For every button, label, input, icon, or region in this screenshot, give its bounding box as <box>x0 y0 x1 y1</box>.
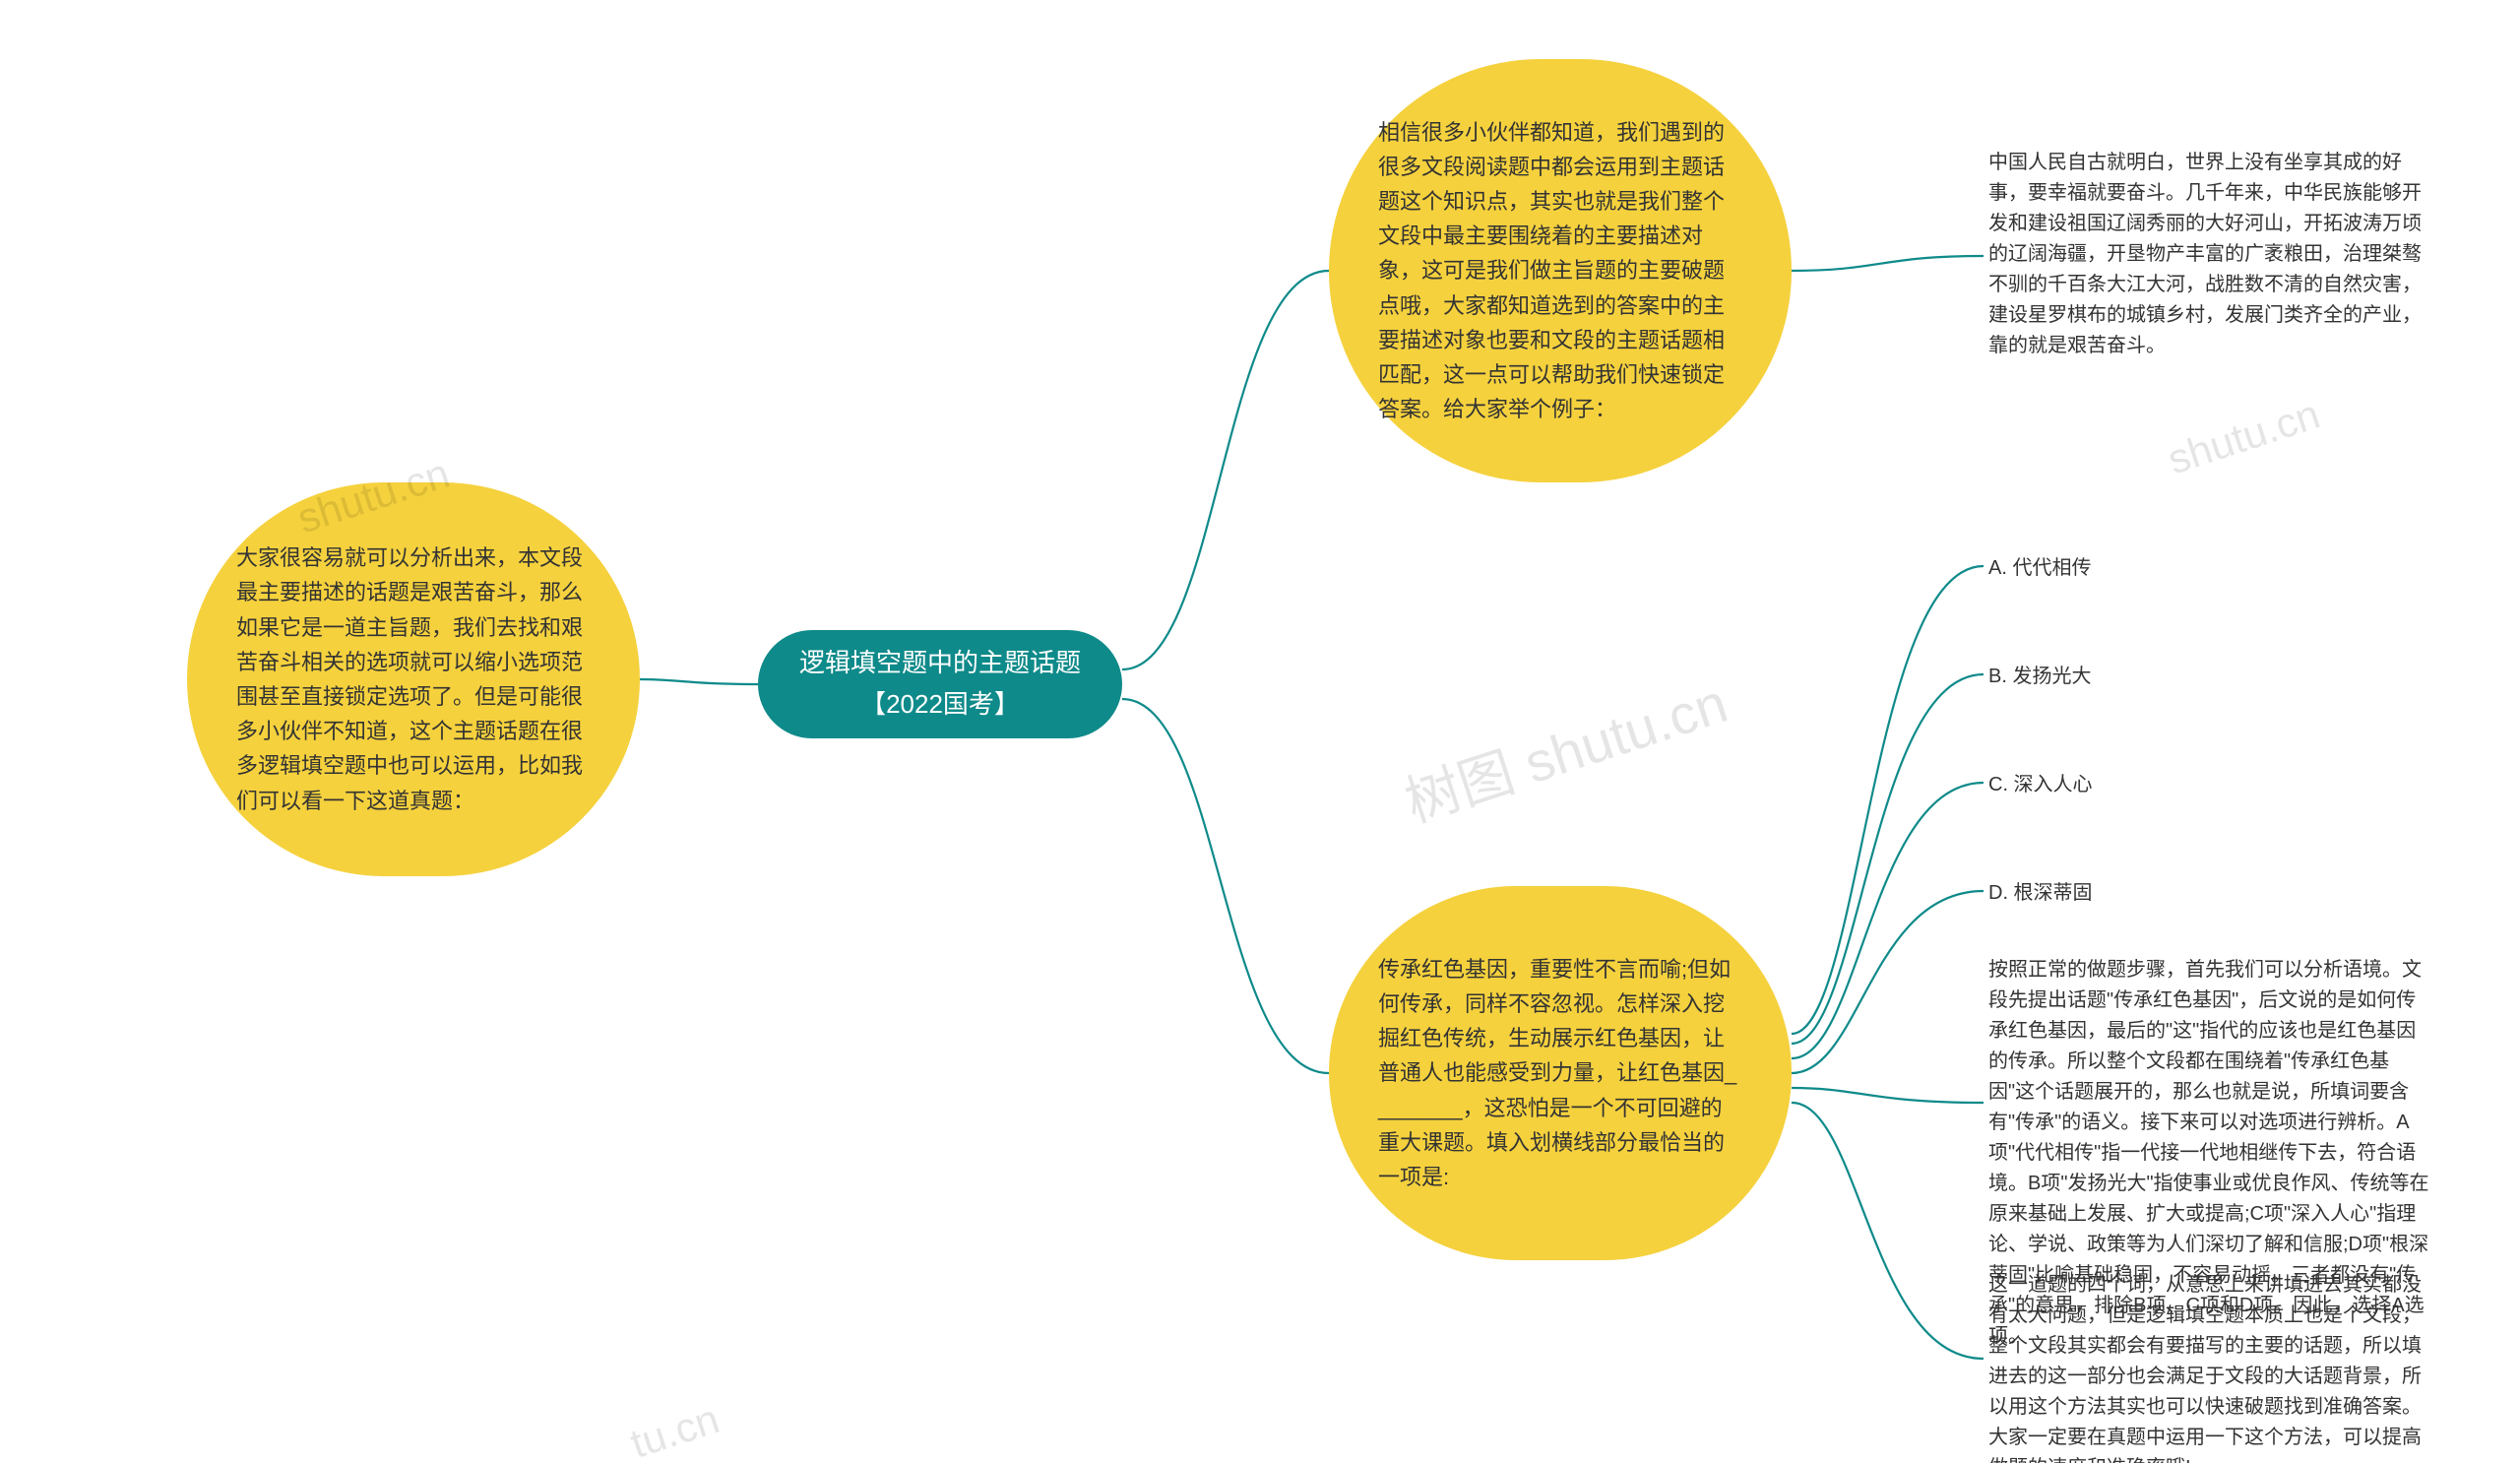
option-d[interactable]: D. 根深蒂固 <box>1988 878 2284 909</box>
option-c[interactable]: C. 深入人心 <box>1988 770 2284 800</box>
edge <box>1792 256 1984 271</box>
question-node[interactable]: 传承红色基因，重要性不言而喻;但如何传承，同样不容忽视。怎样深入挖掘红色传统，生… <box>1329 886 1792 1260</box>
watermark: shutu.cn <box>2162 391 2325 484</box>
intro-node-text: 相信很多小伙伴都知道，我们遇到的很多文段阅读题中都会运用到主题话题这个知识点，其… <box>1378 115 1742 427</box>
option-b[interactable]: B. 发扬光大 <box>1988 662 2284 692</box>
watermark: tu.cn <box>625 1395 724 1463</box>
edge <box>1792 566 1984 1034</box>
example-passage: 中国人民自古就明白，世界上没有坐享其成的好事，要幸福就要奋斗。几千年来，中华民族… <box>1988 148 2431 361</box>
option-c-text: C. 深入人心 <box>1988 774 2093 795</box>
left-analysis-node[interactable]: 大家很容易就可以分析出来，本文段最主要描述的话题是艰苦奋斗，那么如果它是一道主旨… <box>187 482 640 876</box>
conclusion-note-text: 这一道题的四个词，从意思上来讲填进去其实都没有太大问题，但是逻辑填空题本质上也是… <box>1988 1274 2422 1463</box>
root-node-text: 逻辑填空题中的主题话题【2022国考】 <box>795 643 1085 725</box>
edge <box>1122 271 1329 669</box>
intro-node[interactable]: 相信很多小伙伴都知道，我们遇到的很多文段阅读题中都会运用到主题话题这个知识点，其… <box>1329 59 1792 482</box>
option-b-text: B. 发扬光大 <box>1988 666 2091 687</box>
option-a-text: A. 代代相传 <box>1988 557 2091 579</box>
edge <box>1792 1103 1984 1359</box>
edge <box>1122 699 1329 1073</box>
edge <box>1792 1088 1984 1103</box>
watermark: 树图 shutu.cn <box>1394 660 1736 839</box>
root-node[interactable]: 逻辑填空题中的主题话题【2022国考】 <box>758 630 1122 738</box>
option-a[interactable]: A. 代代相传 <box>1988 553 2284 584</box>
left-analysis-text: 大家很容易就可以分析出来，本文段最主要描述的话题是艰苦奋斗，那么如果它是一道主旨… <box>236 541 591 818</box>
edge <box>1792 783 1984 1058</box>
question-node-text: 传承红色基因，重要性不言而喻;但如何传承，同样不容忽视。怎样深入挖掘红色传统，生… <box>1378 952 1742 1194</box>
edge <box>1792 891 1984 1073</box>
option-d-text: D. 根深蒂固 <box>1988 882 2093 904</box>
edge <box>1792 674 1984 1044</box>
conclusion-note: 这一道题的四个词，从意思上来讲填进去其实都没有太大问题，但是逻辑填空题本质上也是… <box>1988 1270 2431 1463</box>
example-passage-text: 中国人民自古就明白，世界上没有坐享其成的好事，要幸福就要奋斗。几千年来，中华民族… <box>1988 152 2422 356</box>
edge <box>640 679 758 684</box>
